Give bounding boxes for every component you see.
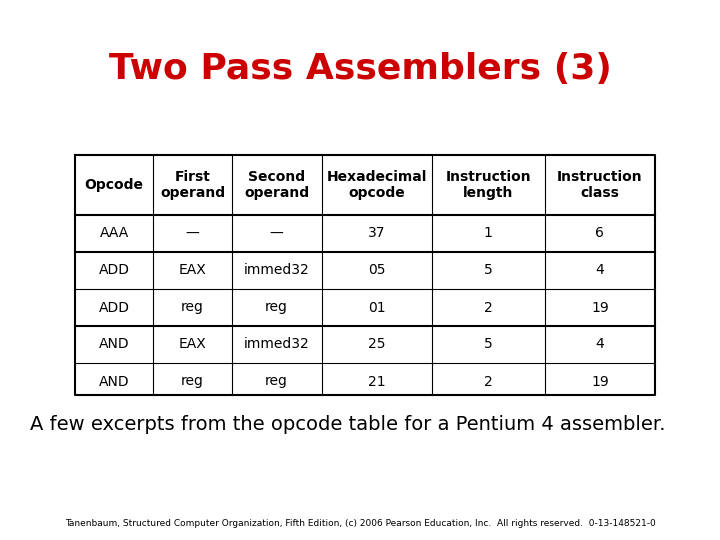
Text: 4: 4 (595, 338, 604, 352)
Text: First
operand: First operand (160, 170, 225, 200)
Text: 25: 25 (368, 338, 385, 352)
Text: ADD: ADD (99, 264, 130, 278)
Text: 21: 21 (368, 375, 385, 388)
Text: 5: 5 (484, 264, 492, 278)
Text: reg: reg (265, 375, 288, 388)
Text: 19: 19 (591, 300, 609, 314)
Text: 19: 19 (591, 375, 609, 388)
Text: 2: 2 (484, 300, 492, 314)
Text: AAA: AAA (99, 226, 129, 240)
Text: 37: 37 (368, 226, 385, 240)
Text: 1: 1 (484, 226, 492, 240)
Text: A few excerpts from the opcode table for a Pentium 4 assembler.: A few excerpts from the opcode table for… (30, 415, 665, 434)
Text: —: — (186, 226, 199, 240)
Text: reg: reg (265, 300, 288, 314)
Text: Opcode: Opcode (85, 178, 144, 192)
Text: 6: 6 (595, 226, 604, 240)
Text: 5: 5 (484, 338, 492, 352)
Text: Second
operand: Second operand (244, 170, 309, 200)
Text: 05: 05 (368, 264, 385, 278)
Text: Instruction
class: Instruction class (557, 170, 643, 200)
Text: EAX: EAX (179, 338, 207, 352)
Text: Instruction
length: Instruction length (446, 170, 531, 200)
Text: AND: AND (99, 375, 130, 388)
Text: AND: AND (99, 338, 130, 352)
Text: Tanenbaum, Structured Computer Organization, Fifth Edition, (c) 2006 Pearson Edu: Tanenbaum, Structured Computer Organizat… (65, 519, 655, 528)
Text: immed32: immed32 (243, 264, 310, 278)
Text: reg: reg (181, 375, 204, 388)
Text: immed32: immed32 (243, 338, 310, 352)
Text: EAX: EAX (179, 264, 207, 278)
Text: 2: 2 (484, 375, 492, 388)
Text: ADD: ADD (99, 300, 130, 314)
Text: —: — (270, 226, 284, 240)
Text: Two Pass Assemblers (3): Two Pass Assemblers (3) (109, 52, 611, 86)
Text: 01: 01 (368, 300, 385, 314)
Text: 4: 4 (595, 264, 604, 278)
Text: Hexadecimal
opcode: Hexadecimal opcode (326, 170, 427, 200)
Text: reg: reg (181, 300, 204, 314)
